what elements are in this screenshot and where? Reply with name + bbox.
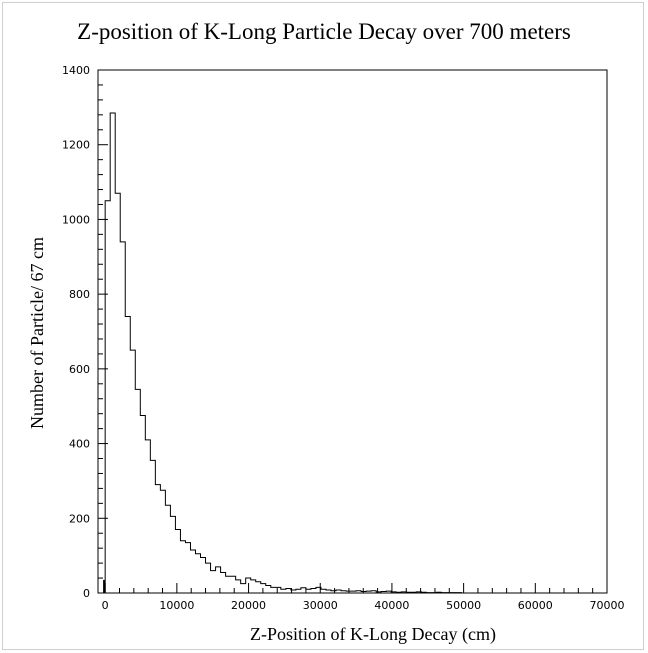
chart-title: Z-position of K-Long Particle Decay over… bbox=[77, 19, 571, 44]
y-tick-label: 800 bbox=[69, 288, 90, 301]
plot-frame bbox=[97, 69, 608, 594]
y-tick-label: 200 bbox=[69, 512, 90, 525]
x-tick-label: 50000 bbox=[446, 599, 481, 612]
y-tick-label: 1400 bbox=[62, 64, 90, 77]
x-tick-label: 60000 bbox=[518, 599, 553, 612]
x-tick-label: 40000 bbox=[374, 599, 409, 612]
y-tick-label: 600 bbox=[69, 363, 90, 376]
y-tick-label: 1000 bbox=[62, 213, 90, 226]
x-tick-label: 0 bbox=[102, 599, 109, 612]
x-tick-label: 10000 bbox=[159, 599, 194, 612]
x-axis-label: Z-Position of K-Long Decay (cm) bbox=[250, 624, 496, 645]
y-tick-label: 1200 bbox=[62, 139, 90, 152]
histogram-chart: Z-position of K-Long Particle Decay over… bbox=[27, 19, 625, 645]
x-tick-label: 70000 bbox=[590, 599, 625, 612]
x-tick-label: 30000 bbox=[303, 599, 338, 612]
y-tick-label: 400 bbox=[69, 438, 90, 451]
plot-area: 0 200 400 600 800 1000 1200 1400 0 10000 20000 3000… bbox=[62, 64, 625, 612]
y-tick-label: 0 bbox=[83, 587, 90, 600]
y-axis-label: Number of Particle/ 67 cm bbox=[27, 237, 47, 429]
histogram-series bbox=[104, 112, 472, 594]
x-tick-label: 20000 bbox=[231, 599, 266, 612]
